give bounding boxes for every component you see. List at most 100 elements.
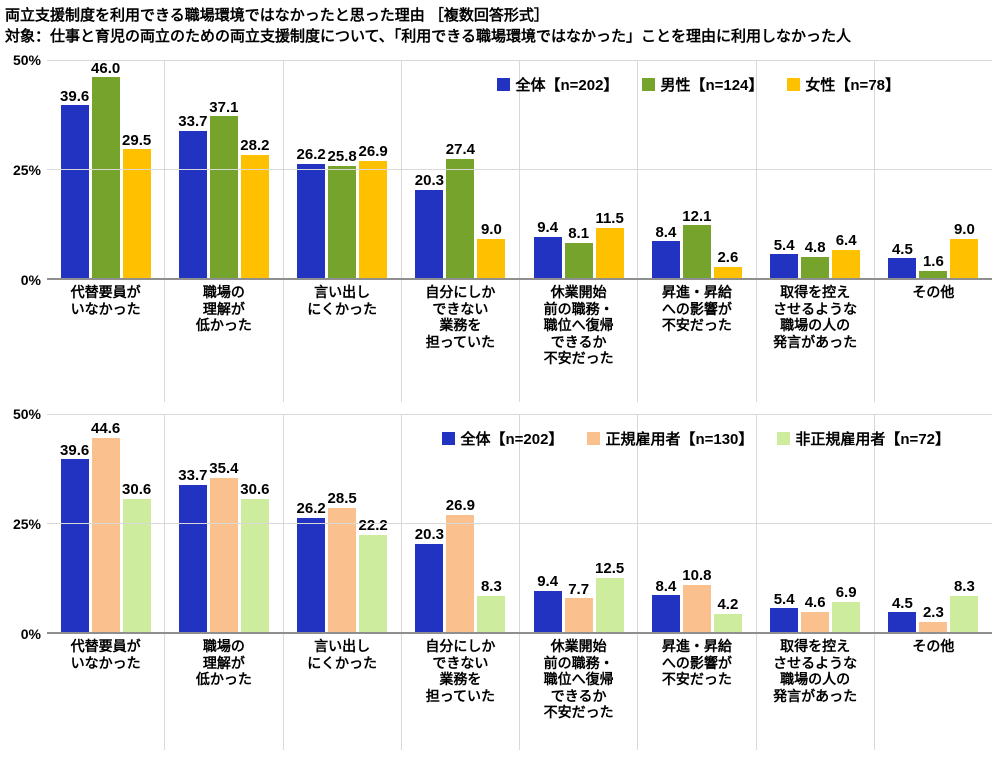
bar-value-label: 12.1 bbox=[682, 207, 712, 225]
legend: 全体【n=202】 正規雇用者【n=130】 非正規雇用者【n=72】 bbox=[442, 428, 950, 449]
bar-value-label: 5.4 bbox=[773, 590, 795, 608]
bar bbox=[888, 258, 917, 278]
bar-slot: 33.7 bbox=[178, 414, 208, 632]
bar-slot: 9.4 bbox=[533, 60, 562, 278]
bar-value-label: 44.6 bbox=[91, 419, 121, 437]
bar-group: 39.6 46.0 29.5 bbox=[47, 60, 166, 278]
category-label: 取得を控え させるような 職場の人の 発言があった bbox=[757, 280, 875, 402]
bar-value-label: 26.9 bbox=[358, 142, 388, 160]
category-label: その他 bbox=[912, 284, 955, 300]
bar bbox=[359, 535, 388, 632]
bar-slot: 10.8 bbox=[682, 414, 711, 632]
bar-slot: 5.4 bbox=[770, 60, 799, 278]
bar-slot: 27.4 bbox=[445, 60, 475, 278]
legend-label: 正規雇用者【n=130】 bbox=[605, 431, 754, 448]
category-label: 休業開始 前の職務・ 職位へ復帰 できるか 不安だった bbox=[520, 634, 639, 750]
bar bbox=[950, 238, 979, 278]
bar-slot: 46.0 bbox=[91, 60, 120, 278]
bar-value-label: 39.6 bbox=[60, 87, 90, 105]
bar-value-label: 1.6 bbox=[922, 253, 944, 271]
bar-value-label: 33.7 bbox=[178, 467, 208, 485]
category-label: 職場の 理解が 低かった bbox=[165, 280, 284, 402]
bar bbox=[297, 517, 326, 632]
bar-slot: 8.3 bbox=[477, 414, 506, 632]
y-tick-50: 50% bbox=[12, 406, 41, 422]
legend-label: 男性【n=124】 bbox=[660, 77, 764, 94]
bar bbox=[415, 543, 444, 632]
plot-area: 全体【n=202】 男性【n=124】 女性【n=78】 39.6 46.0 29.5 3… bbox=[47, 60, 992, 280]
legend-swatch bbox=[777, 432, 791, 445]
bar bbox=[564, 598, 593, 632]
bar bbox=[209, 477, 238, 632]
bar-slot: 39.6 bbox=[60, 414, 89, 632]
bar-slot: 2.3 bbox=[919, 414, 948, 632]
legend-item: 男性【n=124】 bbox=[642, 74, 763, 95]
bar-slot: 20.3 bbox=[415, 414, 444, 632]
bar bbox=[122, 149, 151, 278]
bar-value-label: 5.4 bbox=[773, 236, 795, 254]
bar-group: 33.7 37.1 28.2 bbox=[165, 60, 284, 278]
category-label: 自分にしか できない 業務を 担っていた bbox=[402, 280, 520, 402]
bar-slot: 11.5 bbox=[595, 60, 624, 278]
bar bbox=[328, 165, 357, 278]
category-label: 職場の 理解が 低かった bbox=[165, 634, 284, 750]
bar-group: 20.3 26.9 8.3 bbox=[402, 414, 520, 632]
bar-value-label: 4.8 bbox=[804, 239, 826, 257]
plot-area: 全体【n=202】 正規雇用者【n=130】 非正規雇用者【n=72】 39.6 44… bbox=[47, 414, 992, 634]
bar-slot: 8.3 bbox=[950, 414, 979, 632]
bar-value-label: 29.5 bbox=[122, 131, 152, 149]
bar bbox=[533, 591, 562, 632]
bar bbox=[240, 155, 269, 278]
bar-slot: 26.2 bbox=[297, 414, 326, 632]
bar-slot: 6.9 bbox=[832, 414, 861, 632]
bar bbox=[178, 485, 207, 632]
legend-item: 非正規雇用者【n=72】 bbox=[777, 428, 950, 449]
bar bbox=[178, 131, 207, 278]
bar-value-label: 25.8 bbox=[327, 147, 357, 165]
bar-value-label: 4.6 bbox=[804, 594, 826, 612]
bar-slot: 44.6 bbox=[91, 414, 121, 632]
bar-value-label: 33.7 bbox=[178, 113, 208, 131]
bar-slot: 12.5 bbox=[595, 414, 624, 632]
bar-slot: 30.6 bbox=[240, 414, 269, 632]
bar-slot: 33.7 bbox=[178, 60, 208, 278]
bar-slot: 1.6 bbox=[919, 60, 948, 278]
bar bbox=[477, 595, 506, 632]
bar-value-label: 9.0 bbox=[953, 221, 975, 239]
category-label: 自分にしか できない 業務を 担っていた bbox=[402, 634, 520, 750]
category-label: 言い出し にくかった bbox=[284, 280, 402, 402]
category-axis: 代替要員が いなかった 職場の 理解が 低かった 言い出し にくかった 自分にしか で… bbox=[47, 634, 992, 750]
bar-slot: 9.4 bbox=[533, 414, 562, 632]
legend-swatch bbox=[587, 432, 601, 445]
bar-slot: 20.3 bbox=[415, 60, 444, 278]
bar-slot: 30.6 bbox=[122, 414, 151, 632]
bar bbox=[801, 257, 830, 278]
bar bbox=[91, 77, 120, 278]
bar-slot: 9.0 bbox=[477, 60, 506, 278]
bar-slot: 4.5 bbox=[888, 60, 917, 278]
bar bbox=[651, 241, 680, 278]
bar-slot: 26.9 bbox=[358, 60, 388, 278]
bar bbox=[832, 601, 861, 632]
bar-slot: 8.4 bbox=[651, 60, 680, 278]
legend-label: 全体【n=202】 bbox=[515, 77, 619, 94]
bar bbox=[919, 271, 948, 278]
category-label: 言い出し にくかった bbox=[284, 634, 402, 750]
bar-value-label: 6.9 bbox=[835, 584, 857, 602]
bar-slot: 29.5 bbox=[122, 60, 152, 278]
category-label: 昇進・昇給 への影響が 不安だった bbox=[638, 634, 757, 750]
bar-value-label: 4.2 bbox=[717, 595, 739, 613]
bar-value-label: 27.4 bbox=[445, 140, 475, 158]
legend-swatch bbox=[442, 432, 456, 445]
legend-swatch bbox=[787, 78, 801, 91]
bar bbox=[60, 105, 89, 278]
gridline-25 bbox=[47, 523, 992, 524]
bar-slot: 28.2 bbox=[240, 60, 269, 278]
y-tick-25: 25% bbox=[12, 162, 41, 178]
bar bbox=[359, 160, 388, 278]
bar-value-label: 8.3 bbox=[480, 578, 502, 596]
bar-slot: 5.4 bbox=[770, 414, 799, 632]
bar bbox=[770, 254, 799, 278]
bar-slot: 4.6 bbox=[801, 414, 830, 632]
